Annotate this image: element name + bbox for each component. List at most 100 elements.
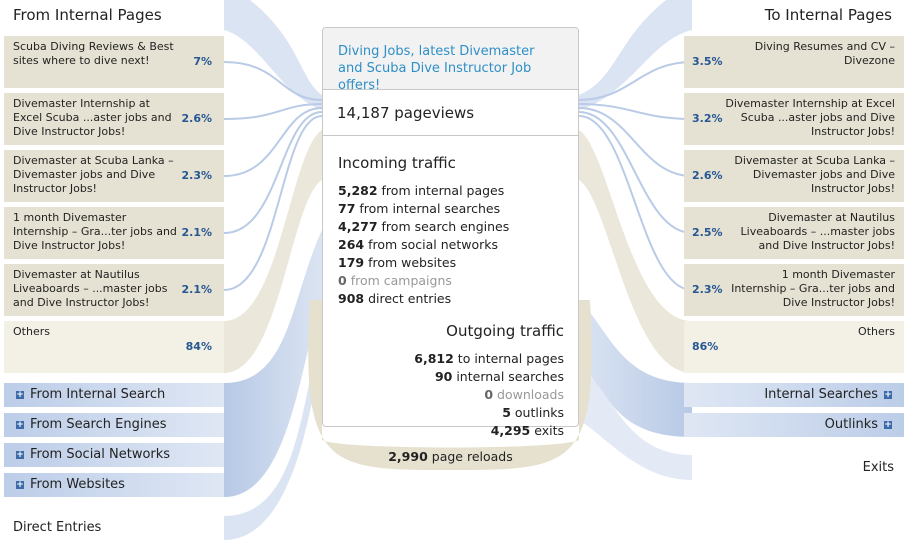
traffic-row: 908 direct entries xyxy=(338,291,451,306)
exits-label: Exits xyxy=(862,460,894,475)
target-row[interactable]: Outlinks + xyxy=(684,413,904,437)
pageviews-value: 14,187 xyxy=(337,104,390,122)
traffic-label: to internal pages xyxy=(457,351,564,366)
page-label: Diving Resumes and CV – Divezone xyxy=(754,40,895,67)
page-share: 3.2% xyxy=(692,112,723,125)
traffic-label: from campaigns xyxy=(350,273,452,288)
right-title: To Internal Pages xyxy=(764,6,892,24)
traffic-row: 179 from websites xyxy=(338,255,456,270)
page-row[interactable]: Others 84% xyxy=(4,321,224,373)
reloads-label: page reloads xyxy=(431,449,513,464)
source-row[interactable]: + From Social Networks xyxy=(4,443,224,467)
traffic-label: from internal pages xyxy=(381,183,505,198)
flow-lines xyxy=(223,61,693,291)
traffic-value: 77 xyxy=(338,201,356,216)
page-label: Divemaster at Scuba Lanka – Divemaster j… xyxy=(734,154,895,195)
page-label: Others xyxy=(858,325,895,338)
flow xyxy=(224,230,322,497)
traffic-label: internal searches xyxy=(456,369,564,384)
traffic-label: from search engines xyxy=(381,219,510,234)
page-label: Scuba Diving Reviews & Best sites where … xyxy=(13,40,174,67)
traffic-label: from social networks xyxy=(368,237,499,252)
source-label: From Internal Search xyxy=(30,387,166,402)
source-row[interactable]: + From Websites xyxy=(4,473,224,497)
page-label: Divemaster at Nautilus Liveaboards – ...… xyxy=(13,268,168,309)
page-share: 2.1% xyxy=(181,283,212,296)
target-label: Outlinks xyxy=(824,417,878,432)
page-row[interactable]: Diving Resumes and CV – Divezone 3.5% xyxy=(684,36,904,88)
incoming-title: Incoming traffic xyxy=(338,154,456,172)
traffic-label: downloads xyxy=(497,387,564,402)
outgoing-title: Outgoing traffic xyxy=(446,322,564,340)
traffic-row: 90 internal searches xyxy=(435,369,564,384)
traffic-row: 0 from campaigns xyxy=(338,273,452,288)
traffic-value: 264 xyxy=(338,237,365,252)
traffic-value: 4,295 xyxy=(490,423,531,438)
page-label: Others xyxy=(13,325,50,338)
page-row[interactable]: 1 month Divemaster Internship – Gra...te… xyxy=(684,264,904,316)
traffic-value: 0 xyxy=(338,273,347,288)
page-row[interactable]: 1 month Divemaster Internship – Gra...te… xyxy=(4,207,224,259)
traffic-value: 5,282 xyxy=(338,183,378,198)
page-row[interactable]: Others 86% xyxy=(684,321,904,373)
traffic-row: 264 from social networks xyxy=(338,237,498,252)
flow xyxy=(579,300,692,437)
page-label: Divemaster at Nautilus Liveaboards – ...… xyxy=(740,211,895,252)
page-row[interactable]: Divemaster at Nautilus Liveaboards – ...… xyxy=(684,207,904,259)
flow xyxy=(579,370,692,480)
traffic-row: 4,277 from search engines xyxy=(338,219,509,234)
page-share: 84% xyxy=(185,340,212,353)
flow xyxy=(579,0,692,110)
page-share: 2.3% xyxy=(181,169,212,182)
flow xyxy=(224,0,322,110)
pageviews: 14,187 pageviews xyxy=(323,90,578,136)
center-panel: Diving Jobs, latest Divemaster and Scuba… xyxy=(322,27,579,438)
source-label: From Social Networks xyxy=(30,447,171,462)
page-share: 2.1% xyxy=(181,226,212,239)
page-label: Divemaster at Scuba Lanka – Divemaster j… xyxy=(13,154,174,195)
page-label: 1 month Divemaster Internship – Gra...te… xyxy=(731,268,895,309)
source-row[interactable]: + From Internal Search xyxy=(4,383,224,407)
target-label: Internal Searches xyxy=(764,387,878,402)
page-share: 86% xyxy=(692,340,719,353)
traffic-row: 6,812 to internal pages xyxy=(414,351,564,366)
page-label: Divemaster Internship at Excel Scuba ...… xyxy=(13,97,172,138)
traffic-row: 5,282 from internal pages xyxy=(338,183,504,198)
source-label: From Search Engines xyxy=(30,417,167,432)
traffic-value: 5 xyxy=(502,405,511,420)
page-label: Divemaster Internship at Excel Scuba ...… xyxy=(725,97,895,138)
traffic-value: 6,812 xyxy=(414,351,454,366)
source-label: From Websites xyxy=(30,477,125,492)
traffic-row: 77 from internal searches xyxy=(338,201,500,216)
source-row[interactable]: + From Search Engines xyxy=(4,413,224,437)
traffic-value: 0 xyxy=(484,387,494,402)
traffic-row: 5 outlinks xyxy=(502,405,564,420)
page-row[interactable]: Divemaster at Scuba Lanka – Divemaster j… xyxy=(4,150,224,202)
page-row[interactable]: Divemaster Internship at Excel Scuba ...… xyxy=(4,93,224,145)
page-share: 2.6% xyxy=(181,112,212,125)
traffic-label: from websites xyxy=(368,255,457,270)
page-share: 3.5% xyxy=(692,55,723,68)
flow xyxy=(224,130,322,373)
page-share: 7% xyxy=(193,55,212,68)
page-row[interactable]: Divemaster at Scuba Lanka – Divemaster j… xyxy=(684,150,904,202)
traffic-label: direct entries xyxy=(368,291,452,306)
page-row[interactable]: Divemaster at Nautilus Liveaboards – ...… xyxy=(4,264,224,316)
traffic-label: from internal searches xyxy=(359,201,501,216)
reload-loop xyxy=(308,300,592,470)
page-share: 2.5% xyxy=(692,226,723,239)
page-row[interactable]: Scuba Diving Reviews & Best sites where … xyxy=(4,36,224,88)
traffic-value: 4,277 xyxy=(338,219,378,234)
page-title[interactable]: Diving Jobs, latest Divemaster and Scuba… xyxy=(323,28,578,93)
page-reloads: 2,990 page reloads xyxy=(322,449,579,464)
pageviews-label: pageviews xyxy=(394,104,475,122)
traffic-value: 908 xyxy=(338,291,365,306)
target-row[interactable]: Internal Searches + xyxy=(684,383,904,407)
flow xyxy=(579,130,692,373)
traffic-row: 4,295 exits xyxy=(491,423,564,438)
page-row[interactable]: Divemaster Internship at Excel Scuba ...… xyxy=(684,93,904,145)
traffic-label: exits xyxy=(534,423,564,438)
page-label: 1 month Divemaster Internship – Gra...te… xyxy=(13,211,177,252)
